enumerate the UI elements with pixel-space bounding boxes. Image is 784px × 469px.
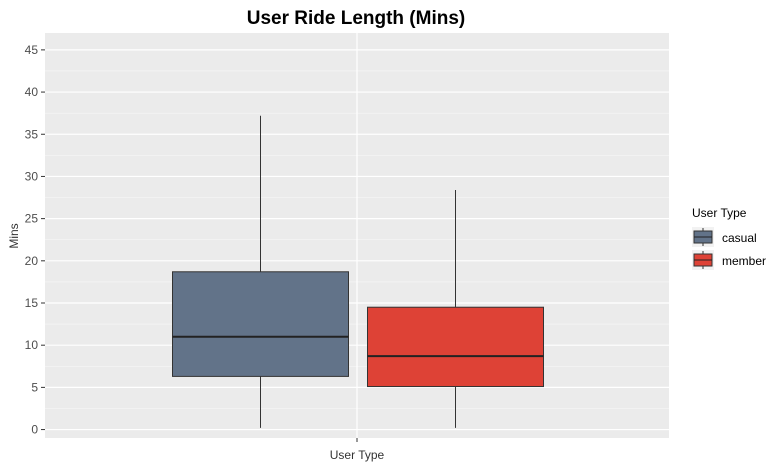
chart-title: User Ride Length (Mins) (247, 8, 466, 29)
legend-label-casual: casual (722, 231, 757, 245)
box-casual (172, 115, 349, 428)
box-iqr (367, 306, 544, 388)
legend-label-member: member (722, 254, 766, 268)
legend-title: User Type (692, 206, 747, 220)
y-tick-label: 10 (25, 338, 39, 352)
y-tick-label: 30 (25, 169, 39, 183)
y-tick-label: 0 (31, 423, 38, 437)
y-tick-label: 15 (25, 296, 39, 310)
y-axis: 0 5 10 15 20 25 30 35 40 45 (25, 43, 45, 437)
y-tick-label: 5 (31, 380, 38, 394)
y-tick-label: 35 (25, 127, 39, 141)
y-axis-title: Mins (7, 223, 21, 248)
y-tick-label: 25 (25, 212, 39, 226)
box-iqr (172, 271, 349, 377)
y-tick-label: 40 (25, 85, 39, 99)
box-member (367, 189, 544, 428)
x-axis-title: User Type (330, 448, 385, 462)
grid-lines (45, 33, 669, 438)
boxes (172, 115, 544, 428)
legend-key-member (692, 250, 714, 270)
legend: User Type casual member (692, 206, 766, 270)
legend-key-casual (692, 227, 714, 247)
y-tick-label: 45 (25, 43, 39, 57)
y-tick-label: 20 (25, 254, 39, 268)
